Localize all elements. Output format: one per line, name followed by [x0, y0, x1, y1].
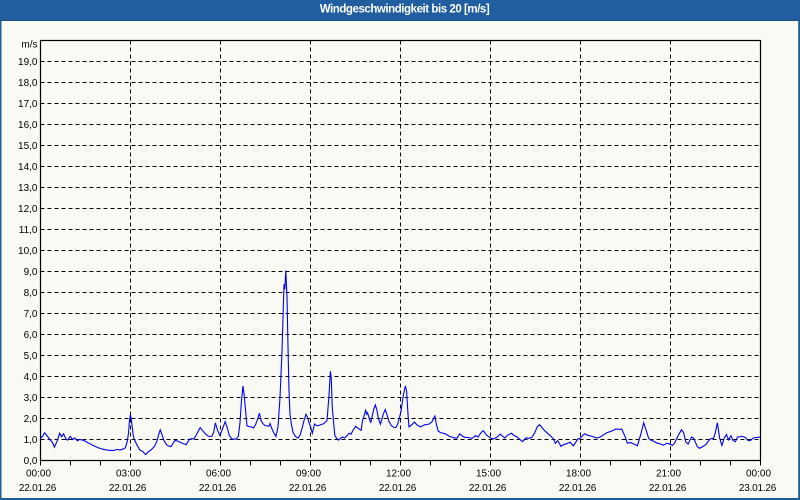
svg-text:0,0: 0,0 [24, 456, 38, 467]
svg-text:2,0: 2,0 [24, 414, 38, 425]
svg-text:4,0: 4,0 [24, 372, 38, 383]
svg-text:03:00: 03:00 [116, 469, 141, 480]
svg-text:22.01.26: 22.01.26 [379, 483, 417, 494]
svg-text:00:00: 00:00 [26, 469, 51, 480]
svg-text:09:00: 09:00 [296, 469, 321, 480]
svg-text:16,0: 16,0 [18, 120, 38, 131]
svg-text:18,0: 18,0 [18, 78, 38, 89]
svg-text:22.01.26: 22.01.26 [289, 483, 327, 494]
svg-text:10,0: 10,0 [18, 246, 38, 257]
svg-text:17,0: 17,0 [18, 99, 38, 110]
svg-text:22.01.26: 22.01.26 [559, 483, 597, 494]
svg-text:13,0: 13,0 [18, 183, 38, 194]
svg-text:1,0: 1,0 [24, 435, 38, 446]
svg-text:22.01.26: 22.01.26 [469, 483, 507, 494]
svg-text:22.01.26: 22.01.26 [199, 483, 237, 494]
svg-text:5,0: 5,0 [24, 351, 38, 362]
svg-text:8,0: 8,0 [24, 288, 38, 299]
svg-text:11,0: 11,0 [19, 225, 38, 236]
svg-text:12:00: 12:00 [386, 469, 411, 480]
svg-text:14,0: 14,0 [18, 162, 38, 173]
svg-text:22.01.26: 22.01.26 [649, 483, 687, 494]
svg-text:7,0: 7,0 [24, 309, 38, 320]
svg-text:23.01.26: 23.01.26 [739, 483, 777, 494]
svg-text:06:00: 06:00 [206, 469, 231, 480]
svg-text:Windgeschwindigkeit bis 20 [m/: Windgeschwindigkeit bis 20 [m/s] [320, 4, 490, 16]
svg-text:22.01.26: 22.01.26 [109, 483, 147, 494]
svg-text:00:00: 00:00 [746, 469, 771, 480]
svg-text:21:00: 21:00 [656, 469, 681, 480]
svg-text:9,0: 9,0 [24, 267, 38, 278]
svg-text:m/s: m/s [21, 40, 37, 51]
svg-text:12,0: 12,0 [18, 204, 38, 215]
svg-text:18:00: 18:00 [566, 469, 591, 480]
svg-text:15,0: 15,0 [18, 141, 38, 152]
svg-text:15:00: 15:00 [476, 469, 501, 480]
svg-text:3,0: 3,0 [24, 393, 38, 404]
svg-text:6,0: 6,0 [24, 330, 38, 341]
svg-text:19,0: 19,0 [18, 57, 38, 68]
svg-text:22.01.26: 22.01.26 [19, 483, 57, 494]
